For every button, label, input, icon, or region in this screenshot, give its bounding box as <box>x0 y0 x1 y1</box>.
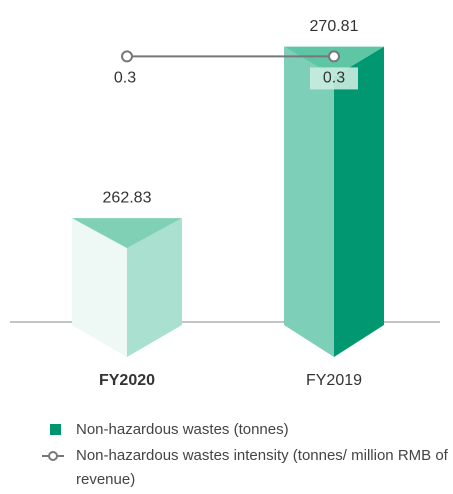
label-box <box>310 67 358 90</box>
line-value-label: 0.3 <box>323 70 345 87</box>
line-marker <box>328 50 340 63</box>
bar-left-face <box>284 46 334 358</box>
x-tick-label: FY2019 <box>306 372 362 389</box>
legend-item: Non-hazardous wastes intensity (tonnes/ … <box>40 444 450 492</box>
bar-value-label: 262.83 <box>103 189 152 206</box>
legend-swatch <box>50 424 61 435</box>
bar-value-label: 270.81 <box>310 18 359 35</box>
bar-left-face <box>72 218 127 357</box>
bar-top-face <box>72 218 182 249</box>
chart: 262.83 270.81 0.3 0.3 FY2020 FY2019 <box>10 18 440 389</box>
line-marker <box>121 50 133 63</box>
line-value-label: 0.3 <box>114 70 136 87</box>
legend-marker <box>48 451 58 461</box>
bar-right-face <box>127 218 182 357</box>
legend: Non-hazardous wastes (tonnes) Non-hazardo… <box>40 418 450 494</box>
x-tick-label: FY2020 <box>99 372 155 389</box>
bar <box>284 46 384 358</box>
legend-label: Non-hazardous wastes (tonnes) <box>76 421 289 438</box>
legend-label: Non-hazardous wastes intensity (tonnes/ … <box>76 447 448 488</box>
legend-item: Non-hazardous wastes (tonnes) <box>40 418 450 442</box>
bar-right-face <box>334 46 384 358</box>
bar <box>72 218 182 357</box>
legend-line-icon <box>42 451 64 461</box>
